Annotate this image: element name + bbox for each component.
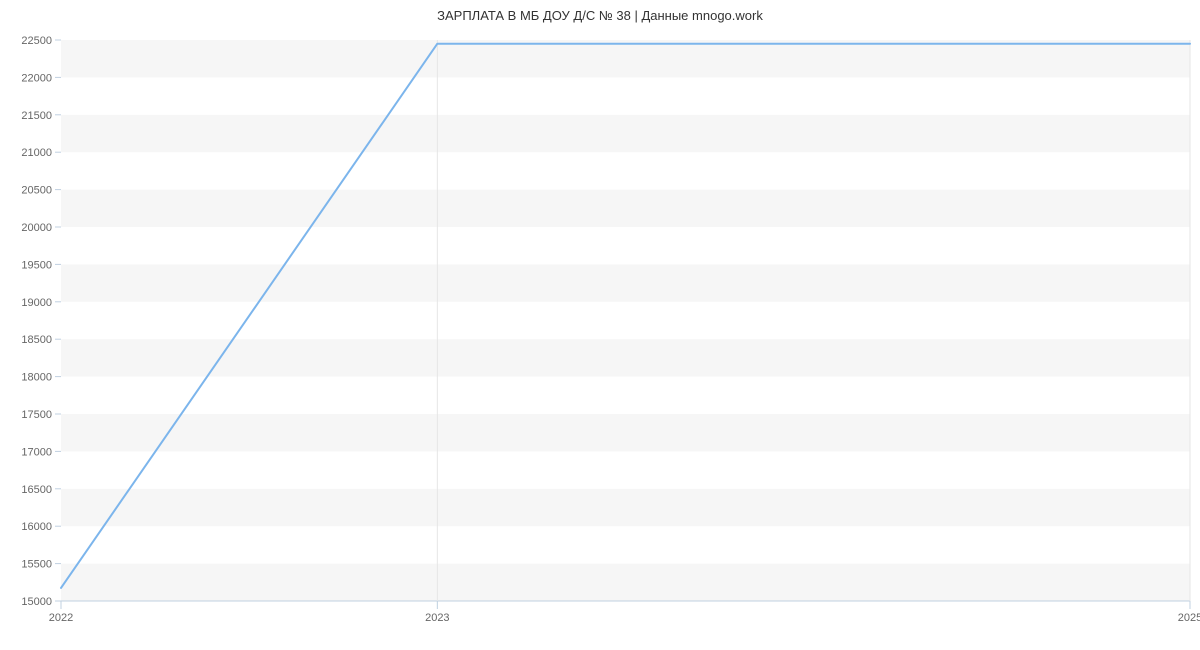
- y-tick-label: 21000: [21, 147, 52, 159]
- x-tick-label: 2023: [425, 612, 449, 624]
- y-tick-label: 16500: [21, 484, 52, 496]
- y-tick-label: 17000: [21, 446, 52, 458]
- chart-title: ЗАРПЛАТА В МБ ДОУ Д/С № 38 | Данные mnog…: [0, 8, 1200, 23]
- y-tick-label: 15000: [21, 596, 52, 608]
- y-tick-label: 19000: [21, 297, 52, 309]
- y-tick-label: 22000: [21, 72, 52, 84]
- y-tick-label: 19500: [21, 259, 52, 271]
- x-tick-label: 2025: [1178, 612, 1200, 624]
- x-tick-label: 2022: [49, 612, 73, 624]
- y-tick-label: 20000: [21, 222, 52, 234]
- y-tick-label: 18000: [21, 372, 52, 384]
- chart-svg: 15000 15500 16000 16500 17000 17500 18000 18500…: [0, 0, 1200, 650]
- y-tick-label: 17500: [21, 409, 52, 421]
- y-tick-label: 21500: [21, 110, 52, 122]
- y-tick-label: 22500: [21, 35, 52, 47]
- line-chart: ЗАРПЛАТА В МБ ДОУ Д/С № 38 | Данные mnog…: [0, 0, 1200, 650]
- y-tick-label: 16000: [21, 521, 52, 533]
- y-tick-label: 18500: [21, 334, 52, 346]
- y-tick-label: 15500: [21, 559, 52, 571]
- y-tick-label: 20500: [21, 185, 52, 197]
